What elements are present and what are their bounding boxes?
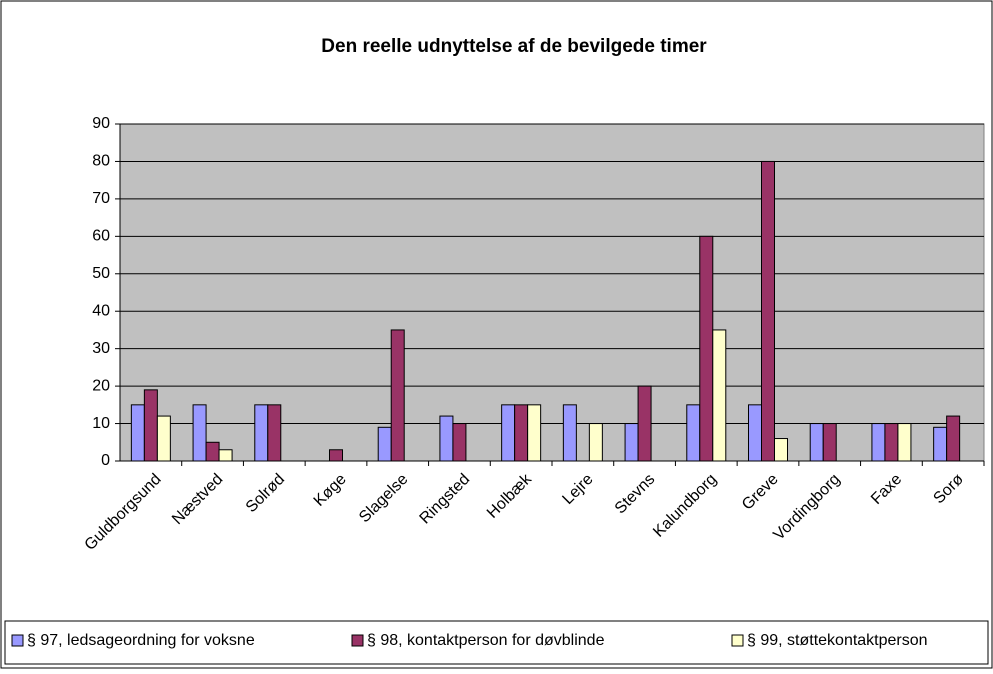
bar [192, 404, 207, 462]
bar [501, 404, 516, 462]
bar [699, 235, 714, 462]
legend-label: § 98, kontaktperson for døvblinde [367, 632, 605, 649]
legend-item: § 98, kontaktperson for døvblinde [351, 632, 605, 649]
bar [897, 423, 912, 462]
y-tick-label: 30 [92, 340, 110, 357]
bar [156, 415, 171, 462]
legend-label: § 97, ledsageordning for voksne [27, 632, 255, 649]
y-tick-label: 40 [92, 302, 110, 319]
y-tick-label: 90 [92, 115, 110, 132]
bar [329, 449, 343, 462]
y-tick-label: 60 [92, 228, 110, 245]
bar [774, 438, 788, 462]
bar [130, 404, 145, 462]
bar [637, 385, 652, 462]
y-tick-label: 10 [92, 415, 110, 432]
bar [624, 423, 639, 462]
bar [712, 329, 727, 462]
bar [871, 423, 886, 462]
bar [254, 404, 269, 462]
bar [884, 423, 899, 462]
bar [514, 404, 529, 462]
bar [686, 404, 701, 462]
y-tick-label: 70 [92, 190, 110, 207]
bar [267, 404, 282, 462]
bar [205, 441, 220, 462]
legend-swatch [351, 634, 364, 647]
bar [218, 449, 233, 462]
legend-swatch [11, 634, 24, 647]
legend-box [4, 620, 989, 665]
bar [390, 329, 405, 462]
bar [377, 426, 392, 462]
bar [761, 160, 775, 462]
legend-item: § 97, ledsageordning for voksne [11, 632, 255, 649]
plot-area [119, 123, 985, 462]
bar [933, 426, 948, 462]
chart-title: Den reelle udnyttelse af de bevilgede ti… [321, 36, 707, 57]
legend-item: § 99, støttekontaktperson [731, 632, 928, 649]
bar [946, 415, 961, 462]
bar [143, 389, 158, 462]
bar [588, 423, 603, 462]
y-tick-label: 80 [92, 153, 110, 170]
y-tick-label: 0 [101, 452, 110, 469]
bar [452, 423, 467, 462]
legend-swatch [731, 634, 744, 647]
bar [439, 415, 454, 462]
bar [527, 404, 542, 462]
bar [822, 423, 837, 462]
bar [809, 423, 824, 462]
bar [748, 404, 762, 462]
bar [562, 404, 577, 462]
legend-label: § 99, støttekontaktperson [747, 632, 928, 649]
y-tick-label: 20 [92, 377, 110, 394]
y-tick-label: 50 [92, 265, 110, 282]
